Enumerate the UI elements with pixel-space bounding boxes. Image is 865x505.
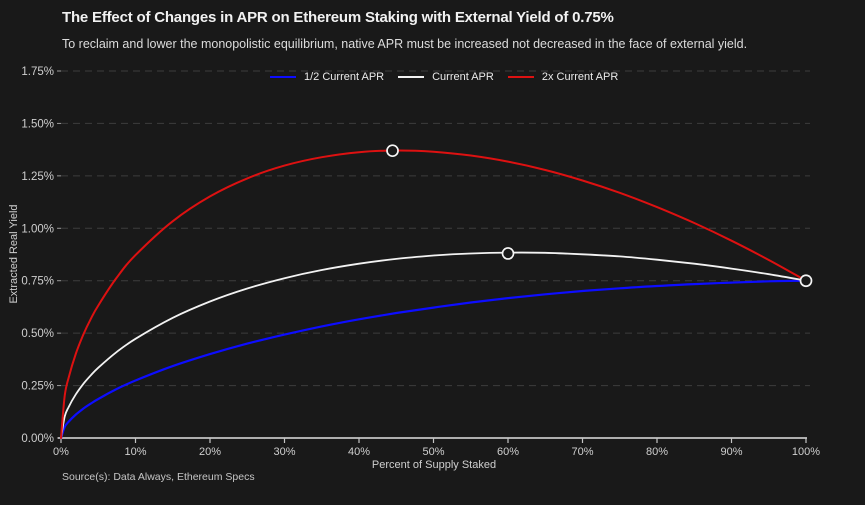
x-tick-label: 50%	[422, 446, 444, 458]
x-tick-label: 20%	[199, 446, 221, 458]
x-tick-label: 60%	[497, 446, 519, 458]
x-tick-label: 10%	[124, 446, 146, 458]
chart-subtitle: To reclaim and lower the monopolistic eq…	[62, 37, 748, 51]
y-tick-label: 0.25%	[21, 381, 54, 393]
data-point-marker	[386, 144, 399, 158]
x-axis-title: Percent of Supply Staked	[371, 459, 497, 471]
series-line-2x-current-apr	[60, 149, 807, 439]
legend-item-2x-apr: 2x Current APR	[507, 71, 619, 83]
legend-label: Current APR	[432, 71, 494, 83]
y-tick-label: 0.50%	[21, 328, 54, 340]
y-axis-title: Extracted Real Yield	[8, 204, 20, 304]
y-tick-label: 1.00%	[21, 223, 54, 235]
legend-item-current-apr: Current APR	[398, 71, 494, 83]
legend-line-sample-blue	[270, 76, 296, 78]
series-line-current-apr	[60, 251, 807, 439]
legend: 1/2 Current APR Current APR 2x Current A…	[270, 71, 618, 83]
x-tick-label: 40%	[348, 446, 370, 458]
legend-label: 1/2 Current APR	[304, 71, 385, 83]
x-tick-label: 100%	[792, 446, 820, 458]
y-tick-label: 1.50%	[21, 118, 54, 130]
legend-line-sample-red	[507, 76, 534, 78]
y-tick-label: 1.25%	[21, 171, 54, 183]
x-tick-label: 0%	[53, 446, 69, 458]
legend-label: 2x Current APR	[541, 71, 619, 83]
x-tick-label: 80%	[646, 446, 668, 458]
x-tick-label: 70%	[571, 446, 593, 458]
y-tick-label: 0.00%	[21, 433, 54, 445]
y-tick-label: 0.75%	[21, 276, 54, 288]
chart-title: The Effect of Changes in APR on Ethereum…	[62, 9, 614, 26]
x-tick-label: 30%	[273, 446, 295, 458]
legend-line-sample-white	[398, 76, 425, 78]
legend-item-half-apr: 1/2 Current APR	[270, 71, 384, 83]
data-point-marker	[799, 274, 813, 288]
x-tick-label: 90%	[720, 446, 742, 458]
source-note: Source(s): Data Always, Ethereum Specs	[62, 471, 255, 483]
y-tick-label: 1.75%	[21, 66, 54, 78]
data-point-marker	[501, 247, 515, 260]
series-line-1-2-current-apr	[59, 279, 808, 440]
